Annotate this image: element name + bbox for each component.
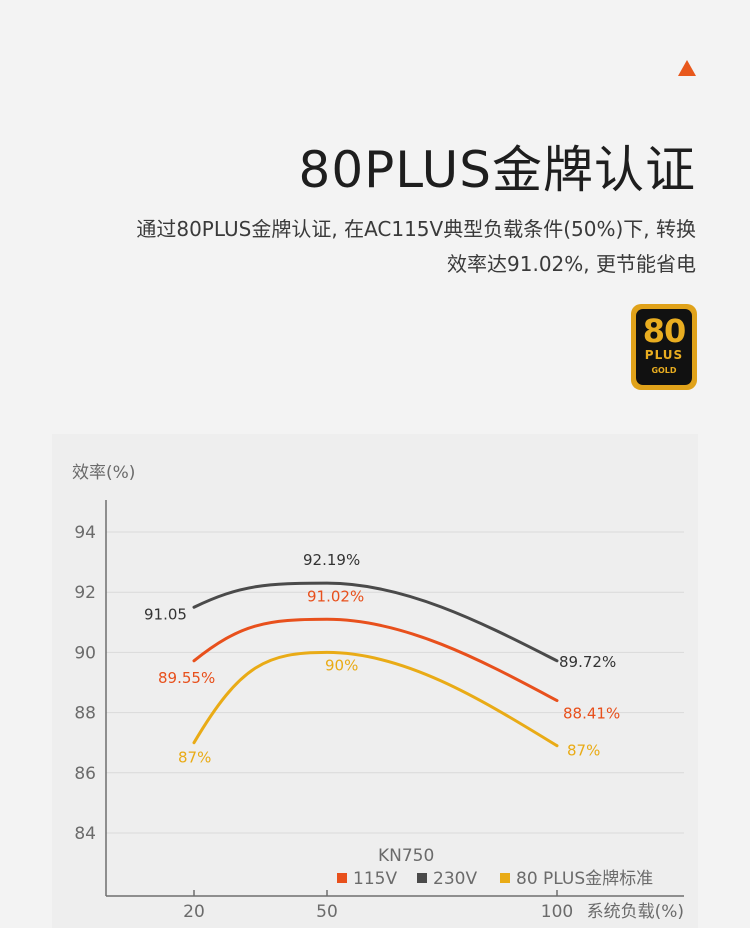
legend-label: 115V xyxy=(353,869,397,889)
data-label: 90% xyxy=(325,656,358,674)
series-line-230V xyxy=(192,581,559,663)
y-tick-label: 94 xyxy=(74,523,96,543)
x-axis-label: 系统负载(%) xyxy=(587,902,684,922)
page-subtitle: 通过80PLUS金牌认证, 在AC115V典型负载条件(50%)下, 转换 效率… xyxy=(76,212,696,282)
data-label: 87% xyxy=(567,742,600,760)
badge-inner: 80 PLUS GOLD xyxy=(636,309,692,385)
y-tick-label: 86 xyxy=(74,764,96,784)
data-label: 88.41% xyxy=(563,705,620,723)
80plus-gold-badge: 80 PLUS GOLD xyxy=(631,304,697,390)
x-tick-label: 50 xyxy=(316,902,338,922)
y-tick-label: 84 xyxy=(74,824,96,844)
badge-tier-text: GOLD xyxy=(651,366,677,375)
legend-label: 80 PLUS金牌标准 xyxy=(516,869,653,889)
data-label: 87% xyxy=(178,749,211,767)
data-label: 89.55% xyxy=(158,669,215,687)
badge-number: 80 xyxy=(642,312,687,350)
subtitle-line-2: 效率达91.02%, 更节能省电 xyxy=(447,252,696,276)
page-title: 80PLUS金牌认证 xyxy=(298,141,696,199)
subtitle-line-1: 通过80PLUS金牌认证, 在AC115V典型负载条件(50%)下, 转换 xyxy=(136,217,696,241)
legend-label: 230V xyxy=(433,869,477,889)
data-label: 89.72% xyxy=(559,653,616,671)
triangle-marker-icon xyxy=(678,60,696,76)
y-tick-label: 88 xyxy=(74,704,96,724)
series-line-80-PLUS金牌标准 xyxy=(192,650,559,748)
badge-plus-text: PLUS xyxy=(644,348,684,362)
chart-panel xyxy=(52,434,698,928)
series-line-115V xyxy=(192,617,559,703)
y-axis-label: 效率(%) xyxy=(72,463,135,483)
legend-swatch xyxy=(417,873,427,883)
data-label: 91.05 xyxy=(144,605,187,623)
data-label: 91.02% xyxy=(307,587,364,605)
x-tick-label: 20 xyxy=(183,902,205,922)
data-label: 92.19% xyxy=(303,551,360,569)
legend-swatch xyxy=(500,873,510,883)
legend-swatch xyxy=(337,873,347,883)
y-tick-label: 92 xyxy=(74,583,96,603)
legend-title: KN750 xyxy=(378,846,434,866)
x-tick-label: 100 xyxy=(541,902,573,922)
y-tick-label: 90 xyxy=(74,643,96,663)
